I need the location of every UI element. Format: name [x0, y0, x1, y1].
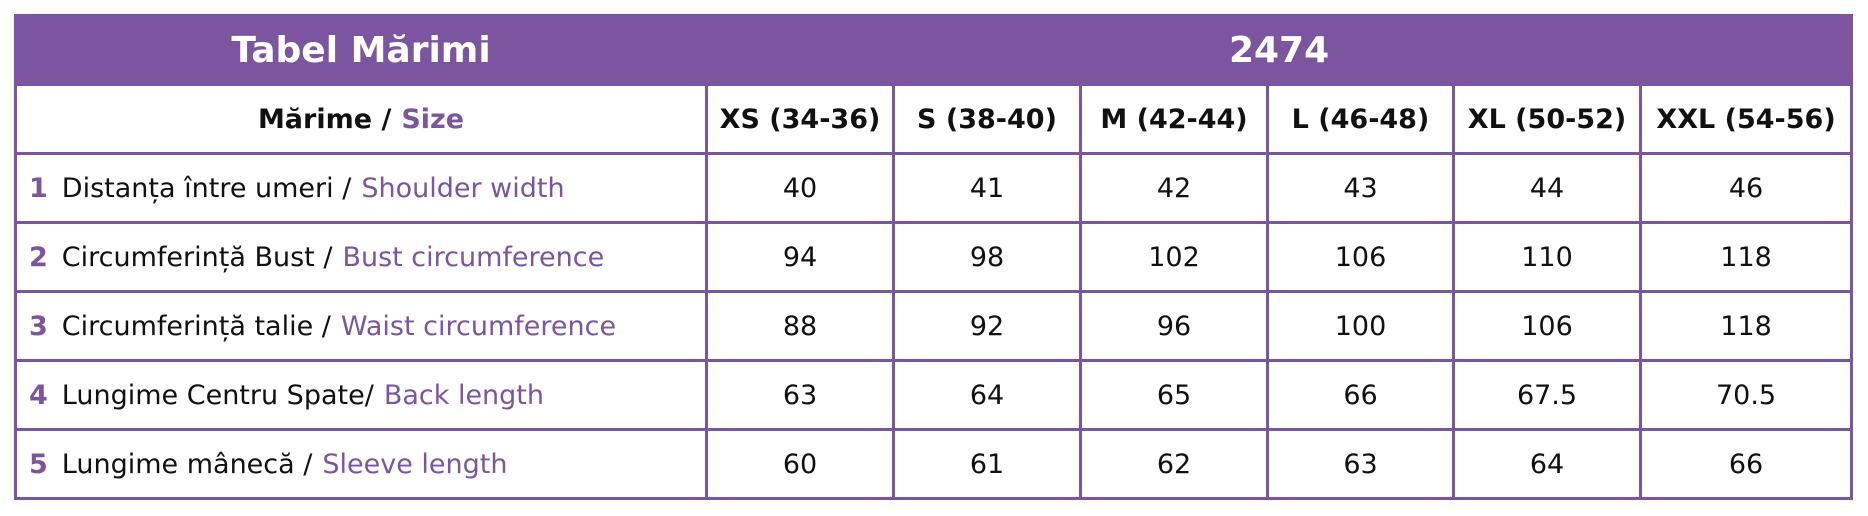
measurement-value: 65	[1079, 359, 1269, 431]
measurement-value: 44	[1452, 152, 1642, 224]
size-header-en: Size	[401, 103, 465, 135]
measurement-label: 5 Lungime mânecă / Sleeve length	[14, 428, 708, 500]
label-ro: Lungime Centru Spate/	[61, 379, 374, 411]
size-label: XXL (54-56)	[1638, 83, 1854, 155]
label-ro: Distanța între umeri /	[61, 172, 352, 204]
measurement-row: 5 Lungime mânecă / Sleeve length 60 61 62 63 64…	[14, 428, 1854, 500]
measurement-value: 42	[1079, 152, 1269, 224]
measurement-value: 43	[1266, 152, 1455, 224]
measurement-value: 67.5	[1452, 359, 1642, 431]
measurement-value: 102	[1079, 221, 1269, 293]
label-en: Sleeve length	[322, 448, 508, 480]
row-number: 5	[29, 448, 48, 480]
measurement-value: 110	[1452, 221, 1642, 293]
measurement-value: 63	[705, 359, 895, 431]
measurement-row: 2 Circumferință Bust / Bust circumference 9…	[14, 221, 1854, 293]
size-label: M (42-44)	[1079, 83, 1269, 155]
measurement-value: 118	[1638, 221, 1854, 293]
measurement-row: 1 Distanța între umeri / Shoulder width 40 4…	[14, 152, 1854, 224]
measurement-value: 63	[1266, 428, 1455, 500]
row-number: 4	[29, 379, 48, 411]
size-table-container: Tabel Mărimi 2474 Mărime / Size XS (34-36…	[14, 14, 1854, 500]
label-en: Shoulder width	[361, 172, 565, 204]
measurement-value: 64	[892, 359, 1082, 431]
size-row: Mărime / Size XS (34-36) S (38-40) M (42-44…	[14, 83, 1854, 155]
row-number: 2	[29, 241, 48, 273]
measurement-value: 88	[705, 290, 895, 362]
size-label: S (38-40)	[892, 83, 1082, 155]
measurement-value: 46	[1638, 152, 1854, 224]
size-label: XL (50-52)	[1452, 83, 1642, 155]
size-label: L (46-48)	[1266, 83, 1455, 155]
label-ro: Circumferință talie /	[61, 310, 331, 342]
measurement-value: 66	[1638, 428, 1854, 500]
measurement-value: 41	[892, 152, 1082, 224]
label-en: Waist circumference	[340, 310, 617, 342]
row-number: 1	[29, 172, 48, 204]
size-header: Mărime / Size	[14, 83, 708, 155]
measurement-value: 94	[705, 221, 895, 293]
measurement-value: 66	[1266, 359, 1455, 431]
measurement-label: 4 Lungime Centru Spate/Back length	[14, 359, 708, 431]
label-ro: Circumferință Bust /	[61, 241, 333, 273]
measurement-value: 61	[892, 428, 1082, 500]
measurement-value: 100	[1266, 290, 1455, 362]
measurement-label: 1 Distanța între umeri / Shoulder width	[14, 152, 708, 224]
measurement-row: 3 Circumferință talie / Waist circumferenc…	[14, 290, 1854, 362]
measurement-row: 4 Lungime Centru Spate/Back length 63 64 65 6…	[14, 359, 1854, 431]
label-en: Back length	[383, 379, 545, 411]
size-label: XS (34-36)	[705, 83, 895, 155]
table-title: Tabel Mărimi	[14, 14, 708, 86]
measurement-value: 60	[705, 428, 895, 500]
measurement-label: 2 Circumferință Bust / Bust circumference	[14, 221, 708, 293]
measurement-value: 62	[1079, 428, 1269, 500]
row-number: 3	[29, 310, 48, 342]
measurement-value: 118	[1638, 290, 1854, 362]
measurement-value: 70.5	[1638, 359, 1854, 431]
size-table: Tabel Mărimi 2474 Mărime / Size XS (34-36…	[14, 14, 1854, 500]
measurement-value: 98	[892, 221, 1082, 293]
measurement-value: 40	[705, 152, 895, 224]
label-en: Bust circumference	[342, 241, 605, 273]
measurement-value: 106	[1452, 290, 1642, 362]
measurement-label: 3 Circumferință talie / Waist circumferenc…	[14, 290, 708, 362]
measurement-value: 96	[1079, 290, 1269, 362]
header-row: Tabel Mărimi 2474	[14, 14, 1854, 86]
measurement-value: 64	[1452, 428, 1642, 500]
measurement-value: 106	[1266, 221, 1455, 293]
size-header-ro: Mărime /	[257, 103, 392, 135]
label-ro: Lungime mânecă /	[61, 448, 313, 480]
model-number: 2474	[704, 14, 1854, 86]
measurement-value: 92	[892, 290, 1082, 362]
